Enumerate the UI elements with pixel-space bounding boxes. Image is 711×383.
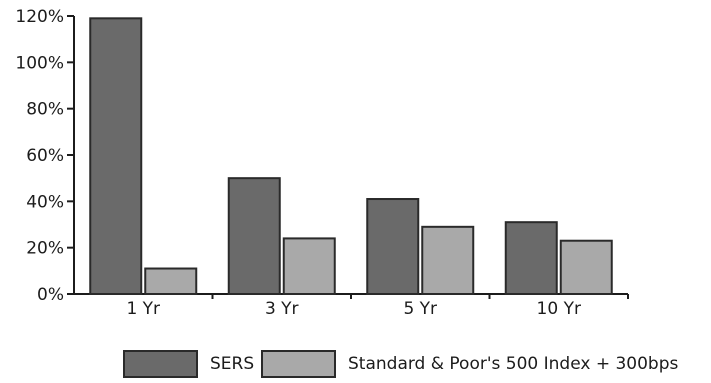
y-tick-label: 80%: [26, 100, 64, 120]
bar-sp500: [421, 225, 475, 295]
labels: 0% 20% 40% 60% 80% 100% 120% 1 Yr 3 Yr 5 Yr 10 Yr: [15, 7, 581, 319]
bar-sers: [227, 177, 281, 296]
y-tick-label: 0%: [37, 285, 64, 305]
bar-sers: [504, 221, 558, 295]
y-tick-label: 60%: [26, 146, 64, 166]
y-tick-label: 20%: [26, 239, 64, 259]
x-category-label: 5 Yr: [403, 299, 437, 319]
legend: SERS Standard & Poor's 500 Index + 300bp…: [0, 350, 711, 383]
bar-sp500: [144, 267, 198, 295]
legend-label-sp500: Standard & Poor's 500 Index + 300bps: [348, 354, 679, 374]
x-category-label: 3 Yr: [265, 299, 299, 319]
y-tick-label: 100%: [15, 53, 64, 73]
legend-item-sp500: Standard & Poor's 500 Index + 300bps: [261, 350, 678, 378]
bar-sp500: [282, 237, 336, 295]
x-category-label: 10 Yr: [537, 299, 581, 319]
y-tick-label: 40%: [26, 192, 64, 212]
x-category-label: 1 Yr: [126, 299, 160, 319]
bar-chart: 0% 20% 40% 60% 80% 100% 120% 1 Yr 3 Yr 5 Yr 10 Yr: [15, 7, 629, 319]
legend-swatch-sers: [123, 350, 198, 378]
legend-label-sers: SERS: [210, 354, 255, 374]
bars: [89, 17, 613, 296]
bar-sp500: [559, 239, 613, 295]
bar-sers: [89, 17, 143, 295]
bar-sers: [366, 198, 420, 295]
legend-swatch-sp500: [261, 350, 336, 378]
y-tick-label: 120%: [15, 7, 64, 27]
legend-item-sers: SERS: [123, 350, 254, 378]
